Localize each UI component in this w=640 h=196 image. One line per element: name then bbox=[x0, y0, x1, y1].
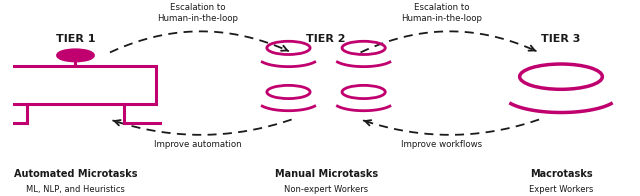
Text: TIER 2: TIER 2 bbox=[307, 34, 346, 44]
Text: Automated Microtasks: Automated Microtasks bbox=[13, 169, 137, 179]
Bar bbox=[0, 66, 156, 104]
Text: TIER 3: TIER 3 bbox=[541, 34, 580, 44]
Text: Improve workflows: Improve workflows bbox=[401, 140, 483, 149]
Text: Non-expert Workers: Non-expert Workers bbox=[284, 185, 368, 194]
Text: Improve automation: Improve automation bbox=[154, 140, 241, 149]
Text: TIER 1: TIER 1 bbox=[56, 34, 95, 44]
Text: Macrotasks: Macrotasks bbox=[530, 169, 592, 179]
Text: Escalation to
Human-in-the-loop: Escalation to Human-in-the-loop bbox=[157, 3, 238, 23]
Circle shape bbox=[58, 50, 93, 61]
Text: Escalation to
Human-in-the-loop: Escalation to Human-in-the-loop bbox=[401, 3, 483, 23]
Text: Manual Microtasks: Manual Microtasks bbox=[275, 169, 378, 179]
Text: Expert Workers: Expert Workers bbox=[529, 185, 593, 194]
Text: ML, NLP, and Heuristics: ML, NLP, and Heuristics bbox=[26, 185, 125, 194]
